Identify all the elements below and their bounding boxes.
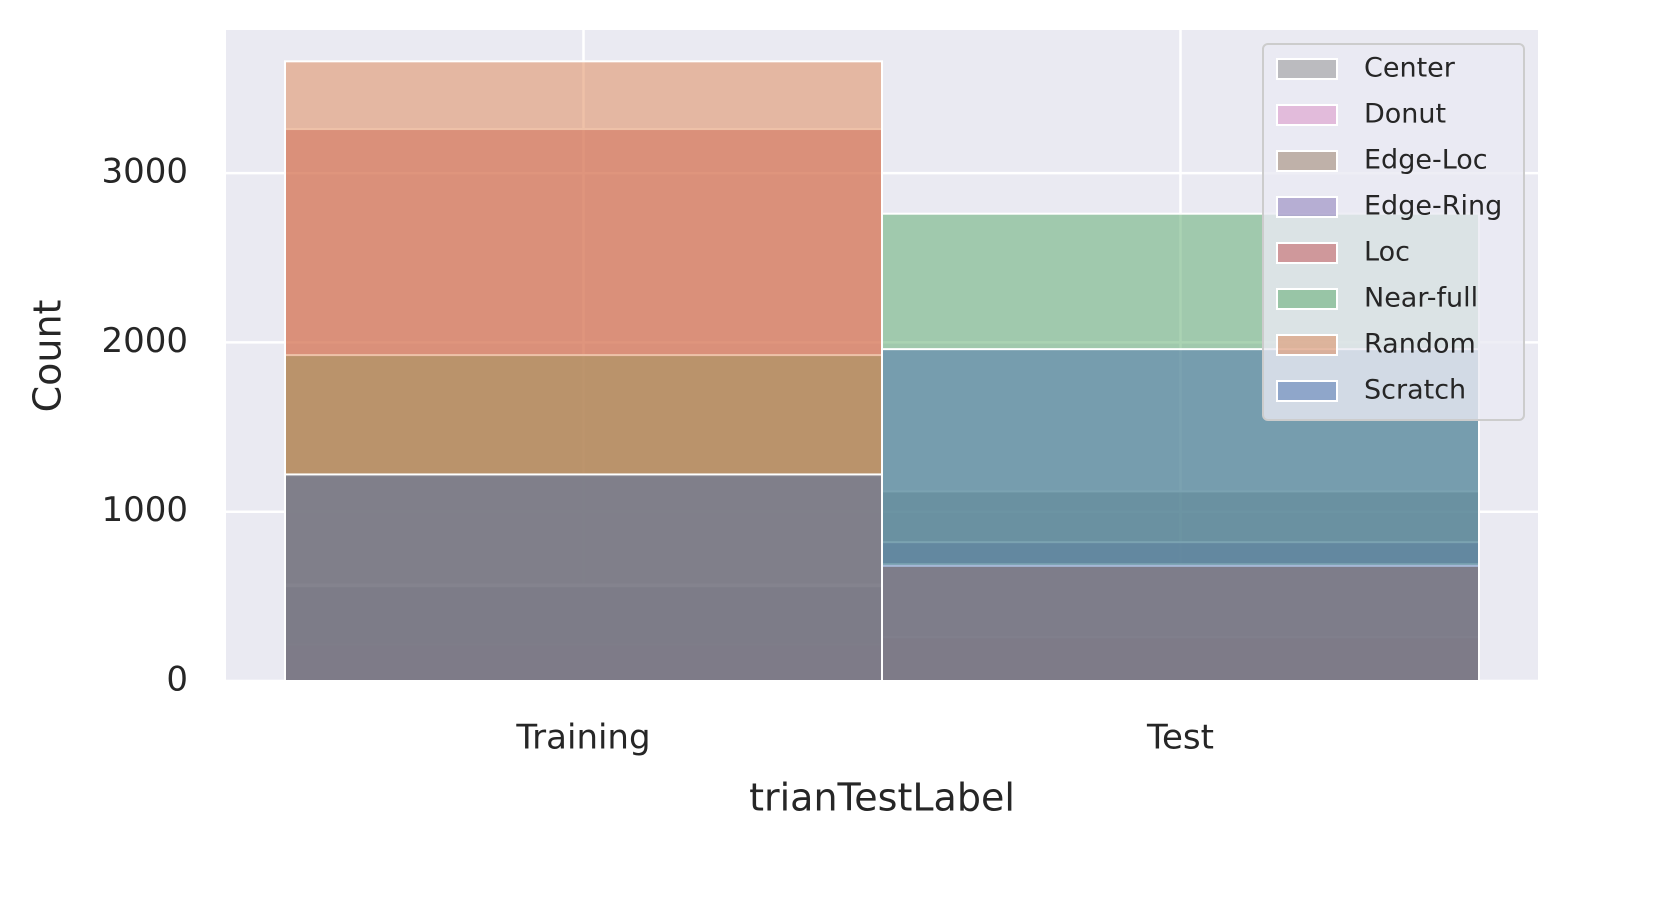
legend-label: Edge-Loc [1364, 145, 1488, 176]
legend-label: Donut [1364, 99, 1446, 130]
legend-label: Near-full [1364, 283, 1478, 314]
legend-box [1262, 43, 1525, 421]
bar [284, 473, 883, 682]
y-tick-label: 0 [166, 660, 188, 700]
legend-swatch [1276, 58, 1338, 80]
y-tick-label: 2000 [101, 321, 188, 361]
legend-swatch [1276, 334, 1338, 356]
legend-swatch [1276, 288, 1338, 310]
legend-label: Scratch [1364, 375, 1466, 406]
legend-label: Random [1364, 329, 1476, 360]
y-tick-label: 3000 [101, 152, 188, 192]
legend-label: Center [1364, 53, 1456, 84]
legend-swatch [1276, 196, 1338, 218]
legend-swatch [1276, 380, 1338, 402]
legend-swatch [1276, 242, 1338, 264]
legend-swatch [1276, 104, 1338, 126]
y-axis-label: Count [26, 300, 70, 413]
y-tick-label: 1000 [101, 490, 188, 530]
legend-label: Loc [1364, 237, 1410, 268]
x-tick-label: Training [515, 718, 650, 758]
legend-swatch [1276, 150, 1338, 172]
x-tick-label: Test [1146, 718, 1214, 758]
x-axis-label: trianTestLabel [749, 776, 1015, 820]
legend-label: Edge-Ring [1364, 191, 1502, 222]
